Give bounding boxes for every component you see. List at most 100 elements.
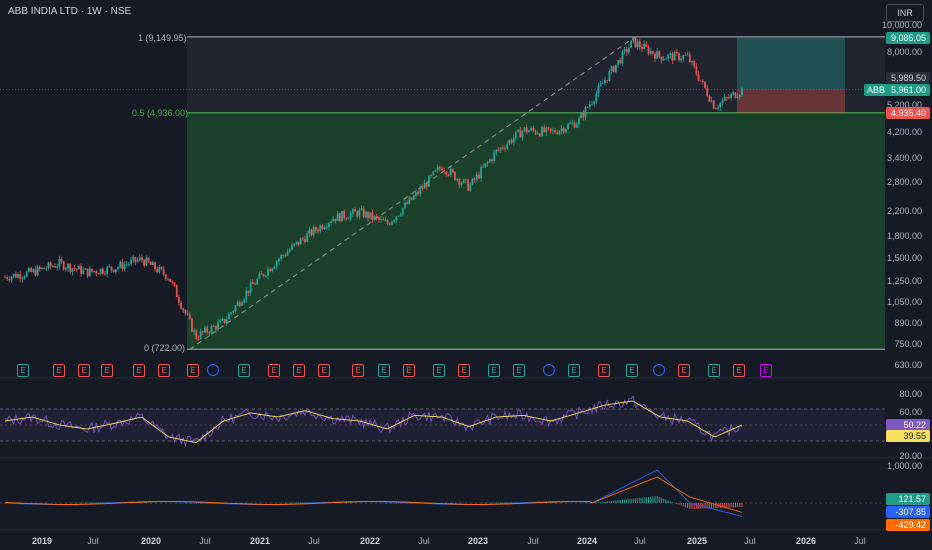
earnings-marker[interactable]: E bbox=[733, 364, 745, 377]
earnings-marker[interactable]: E bbox=[513, 364, 525, 377]
candle-body bbox=[449, 169, 452, 176]
candle-body bbox=[410, 197, 413, 200]
earnings-marker[interactable]: E bbox=[17, 364, 29, 377]
candle-body bbox=[408, 197, 411, 204]
candle-body bbox=[482, 166, 485, 168]
dividend-marker[interactable] bbox=[207, 364, 219, 376]
earnings-marker[interactable]: E bbox=[133, 364, 145, 377]
candle-body bbox=[460, 182, 463, 185]
candle-body bbox=[28, 268, 30, 272]
candle-body bbox=[167, 278, 169, 280]
earnings-marker[interactable]: E bbox=[568, 364, 580, 377]
candle-body bbox=[373, 216, 376, 220]
candle-body bbox=[45, 268, 48, 270]
candle-body bbox=[660, 56, 663, 61]
candle-body bbox=[95, 271, 98, 274]
earnings-marker[interactable]: E bbox=[598, 364, 610, 377]
earnings-marker[interactable]: E bbox=[352, 364, 364, 377]
currency-selector[interactable]: INR bbox=[886, 4, 924, 22]
candle-body bbox=[504, 148, 506, 150]
earnings-marker[interactable]: E bbox=[318, 364, 330, 377]
candle-body bbox=[204, 327, 206, 333]
candle-body bbox=[608, 71, 611, 81]
rsi-tick-20: 20.00 bbox=[899, 451, 922, 461]
candle-body bbox=[401, 208, 404, 215]
time-tick: 2025 bbox=[686, 536, 708, 546]
candle-body bbox=[323, 227, 326, 230]
earnings-marker[interactable]: E bbox=[238, 364, 250, 377]
earnings-marker[interactable]: E bbox=[187, 364, 199, 377]
candle-body bbox=[523, 127, 526, 132]
candle-body bbox=[378, 217, 380, 220]
earnings-marker[interactable]: E bbox=[760, 364, 772, 377]
earnings-marker[interactable]: E bbox=[458, 364, 470, 377]
candle-body bbox=[23, 276, 26, 278]
earnings-marker[interactable]: E bbox=[293, 364, 305, 377]
earnings-marker[interactable]: E bbox=[78, 364, 90, 377]
candle-body bbox=[612, 66, 615, 73]
candle-body bbox=[473, 178, 476, 180]
candle-body bbox=[462, 179, 465, 183]
earnings-marker[interactable]: E bbox=[488, 364, 500, 377]
earnings-marker[interactable]: E bbox=[378, 364, 390, 377]
earnings-marker[interactable]: E bbox=[101, 364, 113, 377]
candle-body bbox=[391, 221, 393, 225]
earnings-marker[interactable]: E bbox=[708, 364, 720, 377]
position-loss-zone bbox=[737, 89, 845, 113]
candle-body bbox=[623, 48, 626, 52]
candle-body bbox=[456, 178, 459, 181]
candle-body bbox=[214, 326, 217, 330]
candle-body bbox=[545, 127, 548, 133]
candle-body bbox=[488, 159, 491, 163]
price-tick: 8,000.00 bbox=[886, 47, 922, 58]
candle-body bbox=[334, 218, 337, 221]
macd-signal-line bbox=[4, 476, 743, 513]
dividend-marker[interactable] bbox=[653, 364, 665, 376]
candle-body bbox=[434, 170, 437, 172]
candle-body bbox=[628, 47, 630, 53]
earnings-marker[interactable]: E bbox=[433, 364, 445, 377]
candle-body bbox=[108, 266, 111, 268]
earnings-marker[interactable]: E bbox=[268, 364, 280, 377]
candle-body bbox=[638, 41, 641, 48]
candle-body bbox=[358, 209, 361, 217]
candle-body bbox=[421, 187, 424, 189]
dividend-marker[interactable] bbox=[543, 364, 555, 376]
candle-body bbox=[310, 229, 313, 236]
earnings-marker[interactable]: E bbox=[626, 364, 638, 377]
candle-body bbox=[710, 100, 713, 102]
fib-label-0: 0 (722.00) bbox=[144, 343, 186, 353]
candle-body bbox=[349, 213, 352, 219]
candle-body bbox=[447, 174, 450, 176]
candle-body bbox=[47, 262, 50, 269]
candle-body bbox=[593, 101, 596, 104]
candle-body bbox=[678, 53, 680, 61]
candle-body bbox=[643, 43, 646, 50]
candle-body bbox=[121, 261, 124, 270]
earnings-marker[interactable]: E bbox=[158, 364, 170, 377]
candle-body bbox=[51, 266, 54, 267]
earnings-marker[interactable]: E bbox=[403, 364, 415, 377]
candle-body bbox=[188, 314, 191, 319]
rsi-line bbox=[4, 395, 743, 447]
candle-body bbox=[480, 167, 483, 179]
candle-body bbox=[736, 96, 739, 98]
candle-body bbox=[647, 46, 650, 54]
candle-body bbox=[730, 94, 733, 98]
macd-signal-tag: -429.42 bbox=[886, 519, 930, 531]
candle-body bbox=[514, 131, 517, 139]
candle-body bbox=[234, 305, 237, 312]
candle-body bbox=[441, 168, 443, 171]
take-profit-tag: 9,085.05 bbox=[886, 32, 930, 44]
time-tick: Jul bbox=[418, 536, 430, 546]
earnings-marker[interactable]: E bbox=[678, 364, 690, 377]
earnings-marker[interactable]: E bbox=[53, 364, 65, 377]
price-tick: 1,050.00 bbox=[886, 297, 922, 308]
candle-body bbox=[208, 332, 211, 334]
candle-body bbox=[101, 268, 104, 274]
candle-body bbox=[295, 241, 298, 244]
candle-body bbox=[58, 259, 61, 267]
fib-zone-upper bbox=[187, 36, 885, 113]
candle-body bbox=[191, 318, 193, 332]
